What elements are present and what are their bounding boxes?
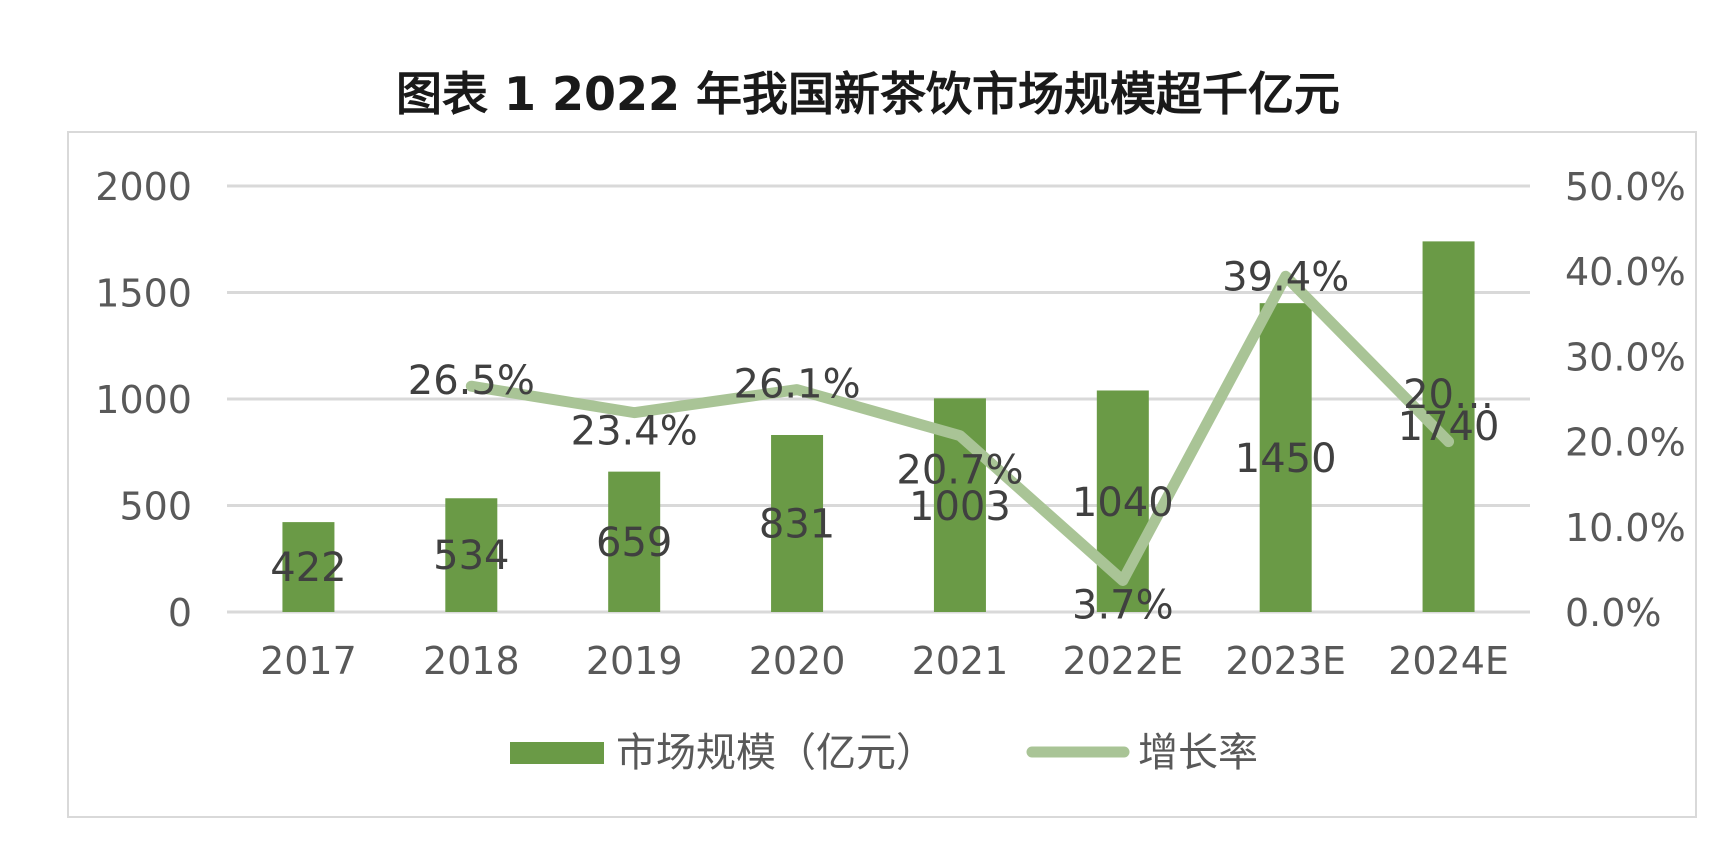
legend-label-line: 增长率 <box>1138 730 1258 776</box>
x-tick-label: 2021 <box>912 639 1009 683</box>
bar <box>608 471 661 612</box>
line-data-label: 20.7% <box>896 448 1023 494</box>
bar-data-label: 831 <box>759 501 835 547</box>
y-right-tick-label: 0.0% <box>1565 591 1662 635</box>
bar-data-label: 1003 <box>909 484 1011 530</box>
line-data-label: 3.7% <box>1072 582 1174 628</box>
y-right-tick-label: 50.0% <box>1565 165 1686 209</box>
y-right-tick-label: 30.0% <box>1565 335 1686 379</box>
legend-swatch-bar <box>510 742 604 764</box>
legend-label-bar: 市场规模（亿元） <box>616 730 936 776</box>
bar <box>771 434 824 612</box>
y-left-tick-label: 0 <box>168 591 192 635</box>
bar-data-label: 659 <box>596 520 672 566</box>
chart-title: 图表 1 2022 年我国新茶饮市场规模超千亿元 <box>395 67 1341 121</box>
bar <box>282 522 335 612</box>
x-tick-label: 2017 <box>260 639 357 683</box>
line-data-label: 23.4% <box>571 409 698 455</box>
bar <box>445 498 498 612</box>
line-data-label: 39.4% <box>1222 254 1349 300</box>
x-tick-label: 2024E <box>1388 639 1509 683</box>
y-left-tick-label: 1000 <box>95 378 192 422</box>
line-data-label: 26.1% <box>734 362 861 408</box>
y-right-tick-label: 20.0% <box>1565 421 1686 465</box>
x-tick-label: 2019 <box>586 639 683 683</box>
x-tick-label: 2022E <box>1062 639 1183 683</box>
x-tick-label: 2023E <box>1225 639 1346 683</box>
y-right-tick-label: 40.0% <box>1565 250 1686 294</box>
growth-line <box>465 270 1455 586</box>
bar-data-label: 1450 <box>1235 436 1337 482</box>
y-left-tick-label: 2000 <box>95 165 192 209</box>
line-data-label: 26.5% <box>408 358 535 404</box>
bar-data-label: 422 <box>270 545 346 591</box>
x-tick-label: 2020 <box>749 639 846 683</box>
y-left-tick-label: 500 <box>119 485 192 529</box>
bar-data-label: 1040 <box>1072 480 1174 526</box>
y-left-tick-label: 1500 <box>95 272 192 316</box>
line-data-label: 20… <box>1403 372 1494 418</box>
x-tick-label: 2018 <box>423 639 520 683</box>
bar-data-label: 534 <box>433 533 509 579</box>
bar-data-label: 1740 <box>1398 404 1500 450</box>
chart-frame <box>67 131 1697 818</box>
y-right-tick-label: 10.0% <box>1565 506 1686 550</box>
bar <box>1259 303 1312 612</box>
